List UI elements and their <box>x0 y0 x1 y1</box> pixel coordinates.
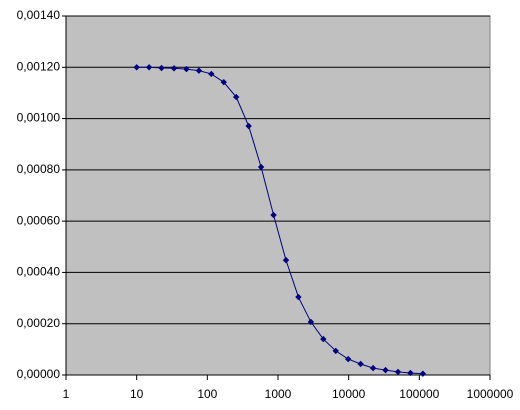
data-point <box>295 293 302 301</box>
y-tick-label: 0,00140 <box>17 8 61 22</box>
y-tick-label: 0,00020 <box>17 316 61 330</box>
plot-area <box>65 15 491 376</box>
x-tick-label: 100 <box>197 387 217 401</box>
data-point <box>245 122 252 130</box>
data-point <box>282 256 290 264</box>
data-point <box>208 70 215 78</box>
data-point <box>394 368 402 376</box>
y-tick-label: 0,00060 <box>17 213 61 227</box>
y-tick-label: 0,00040 <box>17 265 61 279</box>
data-point <box>233 93 240 101</box>
x-tick-label: 1000000 <box>467 387 514 401</box>
x-tick-label: 1000 <box>265 387 292 401</box>
data-point <box>407 369 414 377</box>
data-point <box>270 211 277 219</box>
data-point <box>220 78 227 86</box>
data-point <box>257 163 265 171</box>
data-point <box>382 366 389 374</box>
data-point <box>332 347 339 355</box>
data-point <box>145 64 153 71</box>
data-point <box>357 360 364 368</box>
data-point <box>158 64 165 72</box>
data-point <box>183 65 190 73</box>
data-point <box>369 364 377 372</box>
data-point <box>419 370 427 377</box>
y-tick-label: 0,00100 <box>17 111 61 125</box>
y-tick-label: 0,00080 <box>17 162 61 176</box>
y-tick-label: 0,00120 <box>17 59 61 73</box>
x-tick-label: 10 <box>130 387 144 401</box>
data-point <box>320 335 327 343</box>
x-tick-label: 100000 <box>399 387 439 401</box>
data-point <box>307 318 315 326</box>
data-point <box>170 65 178 72</box>
data-point <box>133 64 140 71</box>
x-tick-label: 10000 <box>332 387 366 401</box>
data-point <box>345 355 352 363</box>
x-tick-label: 1 <box>63 387 70 401</box>
y-tick-label: 0,00000 <box>17 367 61 381</box>
data-point <box>195 67 203 74</box>
